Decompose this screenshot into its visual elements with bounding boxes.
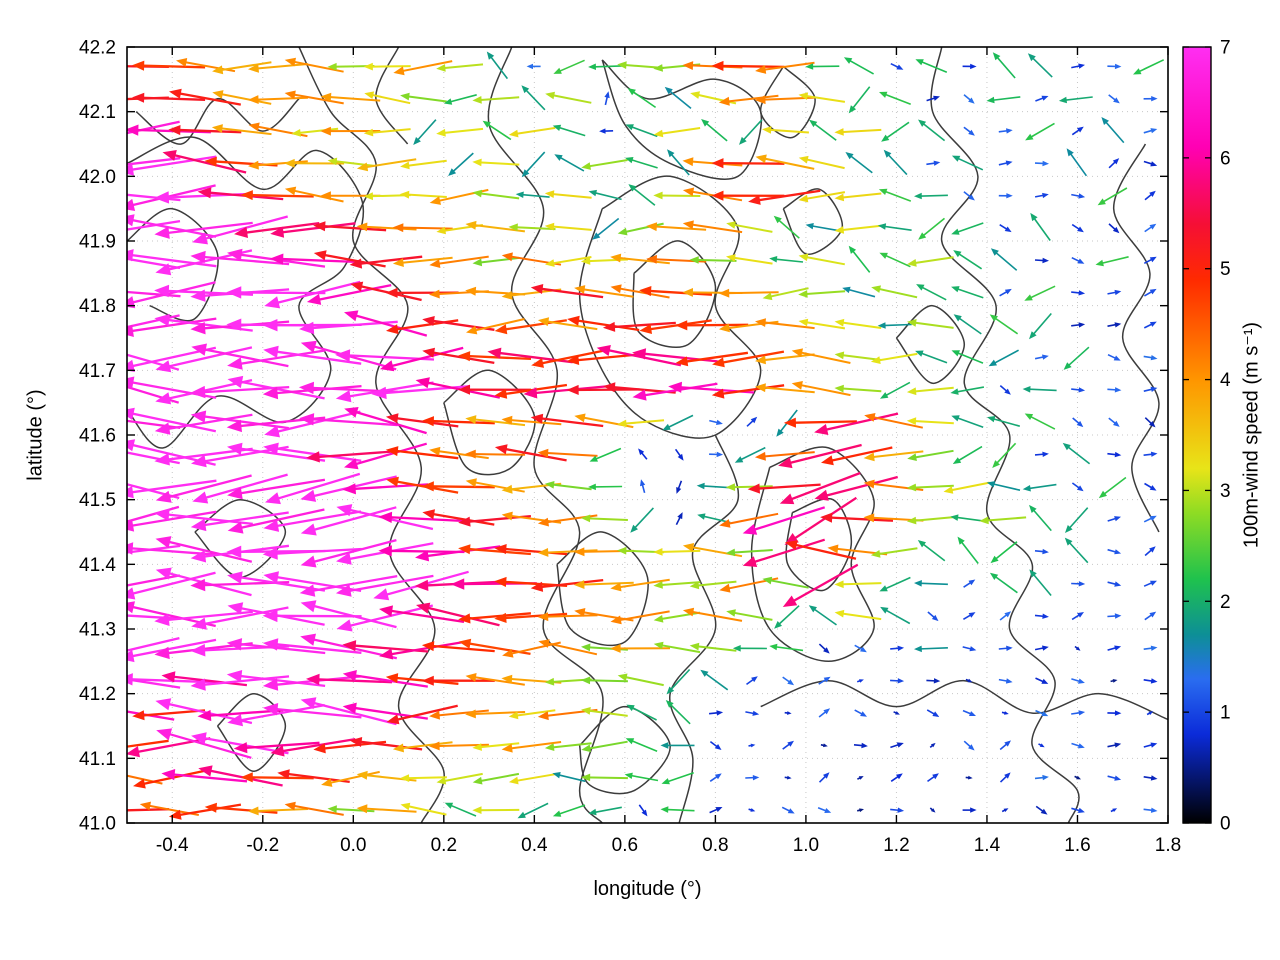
vector-layer bbox=[127, 51, 1165, 820]
y-tick-label: 42.1 bbox=[79, 102, 116, 123]
colorbar-tick-label: 2 bbox=[1220, 592, 1231, 613]
y-tick-label: 42.2 bbox=[79, 38, 116, 59]
contour-layer bbox=[127, 47, 1168, 823]
y-tick-label: 41.4 bbox=[79, 555, 116, 576]
y-tick-label: 41.9 bbox=[79, 232, 116, 253]
colorbar-tick-label: 3 bbox=[1220, 481, 1231, 502]
x-tick-label: -0.2 bbox=[246, 835, 279, 856]
x-tick-label: 1.6 bbox=[1064, 835, 1090, 856]
y-tick-label: 41.1 bbox=[79, 749, 116, 770]
colorbar-label: 100m-wind speed (m s⁻¹) bbox=[1240, 321, 1263, 549]
x-tick-label: 0.0 bbox=[340, 835, 366, 856]
x-tick-label: -0.4 bbox=[156, 835, 189, 856]
x-tick-label: 1.0 bbox=[793, 835, 819, 856]
y-tick-label: 41.5 bbox=[79, 490, 116, 511]
x-tick-label: 1.8 bbox=[1155, 835, 1181, 856]
y-tick-label: 41.8 bbox=[79, 296, 116, 317]
x-tick-label: 0.8 bbox=[702, 835, 728, 856]
colorbar-tick-label: 1 bbox=[1220, 703, 1231, 724]
y-tick-label: 41.6 bbox=[79, 426, 116, 447]
y-tick-label: 41.0 bbox=[79, 814, 116, 835]
colorbar-tick-label: 0 bbox=[1220, 814, 1231, 835]
colorbar-tick-label: 6 bbox=[1220, 148, 1231, 169]
y-tick-label: 41.3 bbox=[79, 620, 116, 641]
colorbar: 0 1 2 3 4 5 6 7 bbox=[1182, 38, 1231, 835]
y-tick-label: 41.2 bbox=[79, 684, 116, 705]
colorbar-tick-label: 5 bbox=[1220, 259, 1231, 280]
x-tick-label: 0.2 bbox=[431, 835, 457, 856]
y-tick-label: 41.7 bbox=[79, 361, 116, 382]
colorbar-tick-label: 4 bbox=[1220, 370, 1231, 391]
x-tick-label: 0.4 bbox=[521, 835, 548, 856]
y-tick-label: 42.0 bbox=[79, 167, 116, 188]
axes-layer: -0.4 -0.2 0.0 0.2 0.4 0.6 0.8 1.0 1.2 1.4 1.6 1.8 41… bbox=[79, 38, 1181, 857]
x-axis-label: longitude (°) bbox=[593, 878, 702, 900]
colorbar-tick-label: 7 bbox=[1220, 38, 1231, 59]
x-tick-label: 0.6 bbox=[612, 835, 638, 856]
y-axis-label: latitude (°) bbox=[24, 389, 47, 481]
x-tick-label: 1.2 bbox=[883, 835, 909, 856]
x-tick-label: 1.4 bbox=[974, 835, 1001, 856]
